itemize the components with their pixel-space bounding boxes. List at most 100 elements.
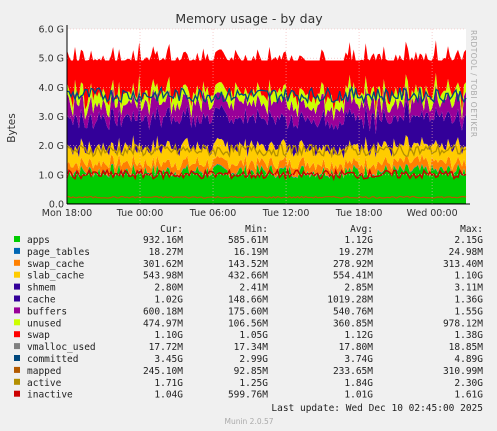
- legend-value: 2.99G: [239, 354, 268, 365]
- legend-value: 2.41M: [239, 283, 268, 294]
- legend-series-name: swap_cache: [27, 259, 84, 270]
- legend-series-name: vmalloc_used: [27, 342, 96, 353]
- legend-value: 360.85M: [333, 318, 373, 329]
- legend-value: 175.60M: [228, 306, 268, 317]
- legend-value: 432.66M: [228, 271, 268, 282]
- legend-value: 1.71G: [154, 378, 183, 389]
- area-buffers: [67, 84, 466, 135]
- legend-value: 978.12M: [443, 318, 483, 329]
- legend-value: 18.27M: [149, 247, 184, 258]
- legend-value: 1.10G: [454, 271, 483, 282]
- area-swap_cache: [67, 154, 466, 178]
- legend-value: 3.45G: [154, 354, 183, 365]
- y-axis-label: Bytes: [6, 113, 18, 142]
- legend-value: 1.38G: [454, 330, 483, 341]
- legend-value: 310.99M: [443, 366, 483, 377]
- legend-value: 1.12G: [344, 235, 373, 246]
- legend-value: 1.12G: [344, 330, 373, 341]
- legend-value: 17.34M: [234, 342, 269, 353]
- legend-value: 1.02G: [154, 295, 183, 306]
- legend-series-name: committed: [27, 354, 78, 365]
- legend-value: 554.41M: [333, 271, 373, 282]
- legend-series-name: apps: [27, 235, 50, 246]
- legend-swatch: [14, 259, 20, 266]
- last-update-text: Last update: Wed Dec 10 02:45:00 2025: [271, 403, 483, 414]
- area-apps: [67, 164, 466, 204]
- x-tick-label: Wed 00:00: [407, 208, 458, 219]
- legend-value: 2.85M: [344, 283, 373, 294]
- legend-value: 2.80M: [154, 283, 183, 294]
- legend-column-header: Avg:: [350, 224, 373, 235]
- x-tick-label: Tue 18:00: [335, 208, 383, 219]
- y-tick-label: 2.0 G: [39, 141, 65, 152]
- legend-value: 1.10G: [154, 330, 183, 341]
- line-committed: [66, 85, 467, 105]
- y-tick-labels: 0.0 1.0 G 2.0 G 3.0 G 4.0 G 5.0 G 6.0 G: [39, 25, 65, 211]
- legend-column-header: Max:: [460, 224, 483, 235]
- legend-value: 143.52M: [228, 259, 268, 270]
- stacked-areas: [67, 40, 466, 204]
- legend-column-header: Cur:: [160, 224, 183, 235]
- area-unused: [67, 72, 466, 121]
- legend-value: 2.30G: [454, 378, 483, 389]
- legend-value: 3.11M: [454, 283, 483, 294]
- legend-value: 17.80M: [339, 342, 374, 353]
- legend-value: 1.05G: [239, 330, 268, 341]
- y-tick-label: 4.0 G: [39, 83, 65, 94]
- x-tick-label: Tue 12:00: [262, 208, 310, 219]
- x-tick-label: Mon 18:00: [42, 208, 92, 219]
- legend-series-name: swap: [27, 330, 50, 341]
- legend-swatch: [14, 319, 20, 326]
- y-tick-label: 6.0 G: [39, 25, 65, 36]
- legend-value: 599.76M: [228, 390, 268, 401]
- y-tick-label: 0.0: [49, 200, 64, 211]
- legend-value: 600.18M: [143, 306, 183, 317]
- legend-value: 1.25G: [239, 378, 268, 389]
- legend-series-name: page_tables: [27, 247, 90, 258]
- legend-value: 1.04G: [154, 390, 183, 401]
- legend-series-name: unused: [27, 318, 61, 329]
- legend-value: 540.76M: [333, 306, 373, 317]
- legend-value: 1.55G: [454, 306, 483, 317]
- area-cache: [67, 100, 466, 159]
- line-active: [66, 142, 467, 159]
- legend-swatch: [14, 271, 20, 278]
- legend-value: 1.36G: [454, 295, 483, 306]
- legend-value: 301.62M: [143, 259, 183, 270]
- legend-value: 17.72M: [149, 342, 184, 353]
- legend-swatch: [14, 283, 20, 290]
- legend-value: 233.65M: [333, 366, 373, 377]
- legend-column-header: Min:: [245, 224, 268, 235]
- legend-value: 106.56M: [228, 318, 268, 329]
- x-tick-label: Tue 00:00: [116, 208, 164, 219]
- x-tick-labels: Mon 18:00 Tue 00:00 Tue 06:00 Tue 12:00 Tue …: [42, 208, 458, 219]
- line-mapped: [66, 195, 467, 199]
- legend-swatch: [14, 366, 20, 373]
- legend-swatch: [14, 236, 20, 242]
- legend-value: 585.61M: [228, 235, 268, 246]
- legend-value: 278.92M: [333, 259, 373, 270]
- legend-value: 474.97M: [143, 318, 183, 329]
- legend-value: 24.98M: [449, 247, 484, 258]
- legend-swatch: [14, 331, 20, 338]
- legend-value: 1.84G: [344, 378, 373, 389]
- legend-value: 3.74G: [344, 354, 373, 365]
- legend-series-name: inactive: [27, 390, 73, 401]
- legend-value: 148.66M: [228, 295, 268, 306]
- legend-series-name: shmem: [27, 283, 56, 294]
- y-tick-label: 5.0 G: [39, 54, 65, 65]
- legend-series-name: buffers: [27, 306, 67, 317]
- legend-value: 92.85M: [234, 366, 269, 377]
- legend-value: 1.01G: [344, 390, 373, 401]
- legend-swatch: [14, 307, 20, 314]
- legend-table: Cur: Min: Avg: Max: apps 932.16M 585.61M 1.12G 2…: [14, 224, 483, 401]
- side-label: RRDTOOL / TOBI OETIKER: [469, 30, 478, 138]
- legend-value: 4.89G: [454, 354, 483, 365]
- grid-lines: [66, 25, 470, 205]
- legend-value: 543.98M: [143, 271, 183, 282]
- legend-value: 1019.28M: [327, 295, 373, 306]
- chart-title: Memory usage - by day: [175, 11, 323, 26]
- legend-swatch: [14, 295, 20, 302]
- legend-value: 313.40M: [443, 259, 483, 270]
